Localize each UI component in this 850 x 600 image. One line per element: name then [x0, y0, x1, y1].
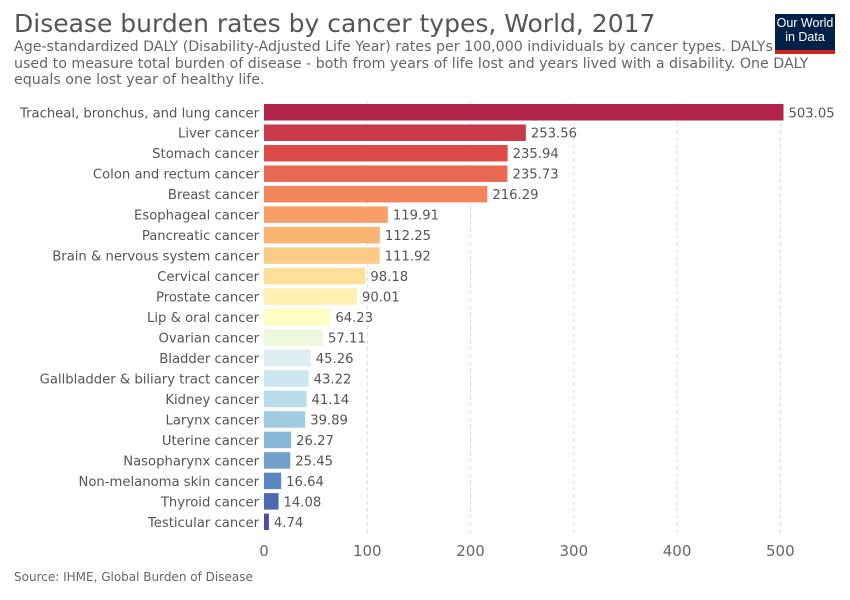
- value-label: 25.45: [295, 454, 333, 469]
- category-label: Larynx cancer: [166, 413, 260, 428]
- value-label: 45.26: [316, 352, 354, 367]
- category-label: Lip & oral cancer: [147, 311, 260, 326]
- bar: [264, 144, 508, 162]
- bar: [264, 165, 508, 182]
- value-label: 16.64: [286, 475, 324, 490]
- owid-logo[interactable]: Our World in Data: [775, 14, 835, 54]
- bar: [264, 452, 291, 469]
- value-label: 119.91: [393, 209, 439, 224]
- value-label: 112.25: [385, 229, 431, 244]
- value-label: 57.11: [328, 332, 366, 347]
- logo-line-1: Our World: [776, 16, 834, 30]
- x-tick-label: 300: [559, 542, 588, 560]
- value-label: 111.92: [385, 250, 431, 265]
- chart-title: Disease burden rates by cancer types, Wo…: [14, 9, 656, 38]
- category-label: Uterine cancer: [162, 434, 260, 449]
- category-label: Tracheal, bronchus, and lung cancer: [19, 106, 260, 121]
- category-label: Pancreatic cancer: [142, 229, 260, 244]
- bar: [264, 472, 282, 490]
- x-tick-label: 400: [663, 542, 692, 560]
- category-label: Kidney cancer: [165, 393, 259, 408]
- value-label: 64.23: [335, 311, 373, 326]
- value-label: 235.73: [512, 168, 558, 183]
- value-label: 41.14: [311, 393, 349, 408]
- category-label: Brain & nervous system cancer: [52, 250, 259, 265]
- value-label: 4.74: [274, 516, 303, 531]
- category-label: Ovarian cancer: [159, 332, 260, 347]
- bar: [264, 349, 311, 367]
- bar: [264, 226, 380, 244]
- x-tick-label: 200: [456, 542, 485, 560]
- bar: [264, 513, 269, 531]
- value-label: 235.94: [513, 147, 559, 162]
- bar: [264, 247, 380, 264]
- bar: [264, 206, 388, 223]
- value-label: 26.27: [296, 434, 334, 449]
- category-label: Thyroid cancer: [160, 495, 260, 510]
- source-note[interactable]: Source: IHME, Global Burden of Disease: [14, 570, 253, 584]
- bar: [264, 329, 323, 346]
- value-label: 98.18: [370, 270, 408, 285]
- category-label: Nasopharynx cancer: [123, 454, 259, 469]
- category-label: Bladder cancer: [159, 352, 259, 367]
- bar: [264, 370, 309, 387]
- value-label: 43.22: [314, 372, 352, 387]
- bar: [264, 104, 784, 121]
- category-label: Cervical cancer: [157, 270, 259, 285]
- value-label: 90.01: [362, 291, 400, 306]
- category-label: Breast cancer: [168, 188, 260, 203]
- bar: [264, 288, 357, 305]
- value-label: 216.29: [492, 188, 538, 203]
- category-label: Prostate cancer: [156, 291, 260, 306]
- category-label: Stomach cancer: [152, 147, 259, 162]
- category-label: Gallbladder & biliary tract cancer: [40, 372, 260, 387]
- x-tick-label: 500: [766, 542, 795, 560]
- x-tick-label: 100: [353, 542, 382, 560]
- bar: [264, 185, 488, 203]
- value-label: 39.89: [310, 413, 348, 428]
- value-label: 503.05: [789, 106, 835, 121]
- category-label: Colon and rectum cancer: [93, 168, 260, 183]
- logo-line-2: in Data: [785, 30, 825, 44]
- bar: [264, 267, 366, 285]
- category-label: Esophageal cancer: [134, 209, 260, 224]
- bar: [264, 308, 331, 326]
- bar: [264, 390, 307, 408]
- chart-subtitle: Age-standardized DALY (Disability-Adjust…: [14, 39, 809, 88]
- x-tick-label: 0: [259, 542, 269, 560]
- value-label: 14.08: [284, 495, 322, 510]
- category-label: Non-melanoma skin cancer: [79, 475, 260, 490]
- bar: [264, 493, 279, 510]
- category-label: Liver cancer: [178, 127, 260, 142]
- value-label: 253.56: [531, 127, 577, 142]
- bar: [264, 411, 306, 428]
- bar: [264, 431, 292, 449]
- category-label: Testicular cancer: [147, 516, 260, 531]
- bar: [264, 124, 526, 141]
